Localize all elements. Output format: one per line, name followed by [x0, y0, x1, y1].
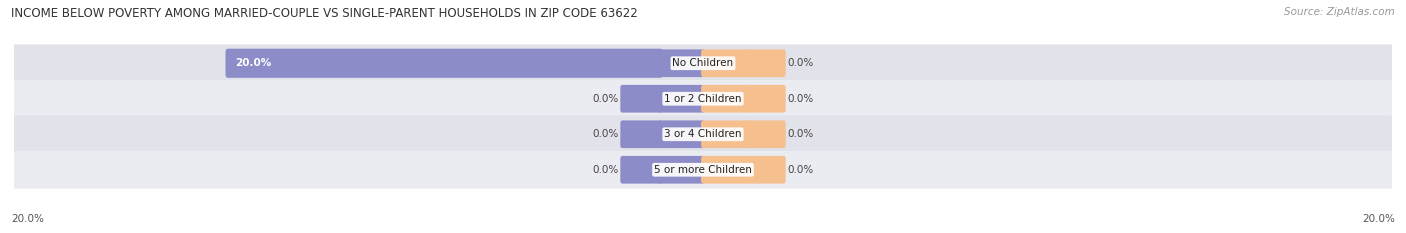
Text: 3 or 4 Children: 3 or 4 Children [664, 129, 742, 139]
FancyBboxPatch shape [658, 120, 704, 148]
Text: 20.0%: 20.0% [235, 58, 271, 68]
Text: 0.0%: 0.0% [787, 165, 814, 175]
FancyBboxPatch shape [11, 151, 1395, 188]
FancyBboxPatch shape [744, 85, 786, 113]
Text: No Children: No Children [672, 58, 734, 68]
FancyBboxPatch shape [658, 85, 704, 113]
FancyBboxPatch shape [620, 156, 662, 184]
FancyBboxPatch shape [11, 80, 1395, 118]
Text: 0.0%: 0.0% [787, 58, 814, 68]
FancyBboxPatch shape [702, 156, 748, 184]
FancyBboxPatch shape [620, 85, 662, 113]
Text: 20.0%: 20.0% [11, 214, 44, 224]
FancyBboxPatch shape [744, 49, 786, 77]
FancyBboxPatch shape [658, 156, 704, 184]
FancyBboxPatch shape [702, 120, 748, 148]
Text: 5 or more Children: 5 or more Children [654, 165, 752, 175]
Text: 0.0%: 0.0% [592, 129, 619, 139]
Text: Source: ZipAtlas.com: Source: ZipAtlas.com [1284, 7, 1395, 17]
FancyBboxPatch shape [702, 85, 748, 113]
Text: 1 or 2 Children: 1 or 2 Children [664, 94, 742, 104]
FancyBboxPatch shape [744, 120, 786, 148]
Text: 0.0%: 0.0% [592, 165, 619, 175]
FancyBboxPatch shape [225, 49, 662, 78]
FancyBboxPatch shape [11, 45, 1395, 82]
FancyBboxPatch shape [702, 49, 748, 77]
Text: INCOME BELOW POVERTY AMONG MARRIED-COUPLE VS SINGLE-PARENT HOUSEHOLDS IN ZIP COD: INCOME BELOW POVERTY AMONG MARRIED-COUPL… [11, 7, 638, 20]
Text: 0.0%: 0.0% [787, 94, 814, 104]
Text: 0.0%: 0.0% [592, 94, 619, 104]
FancyBboxPatch shape [744, 156, 786, 184]
Text: 20.0%: 20.0% [1362, 214, 1395, 224]
Text: 0.0%: 0.0% [787, 129, 814, 139]
FancyBboxPatch shape [620, 120, 662, 148]
FancyBboxPatch shape [11, 115, 1395, 153]
FancyBboxPatch shape [658, 49, 704, 77]
